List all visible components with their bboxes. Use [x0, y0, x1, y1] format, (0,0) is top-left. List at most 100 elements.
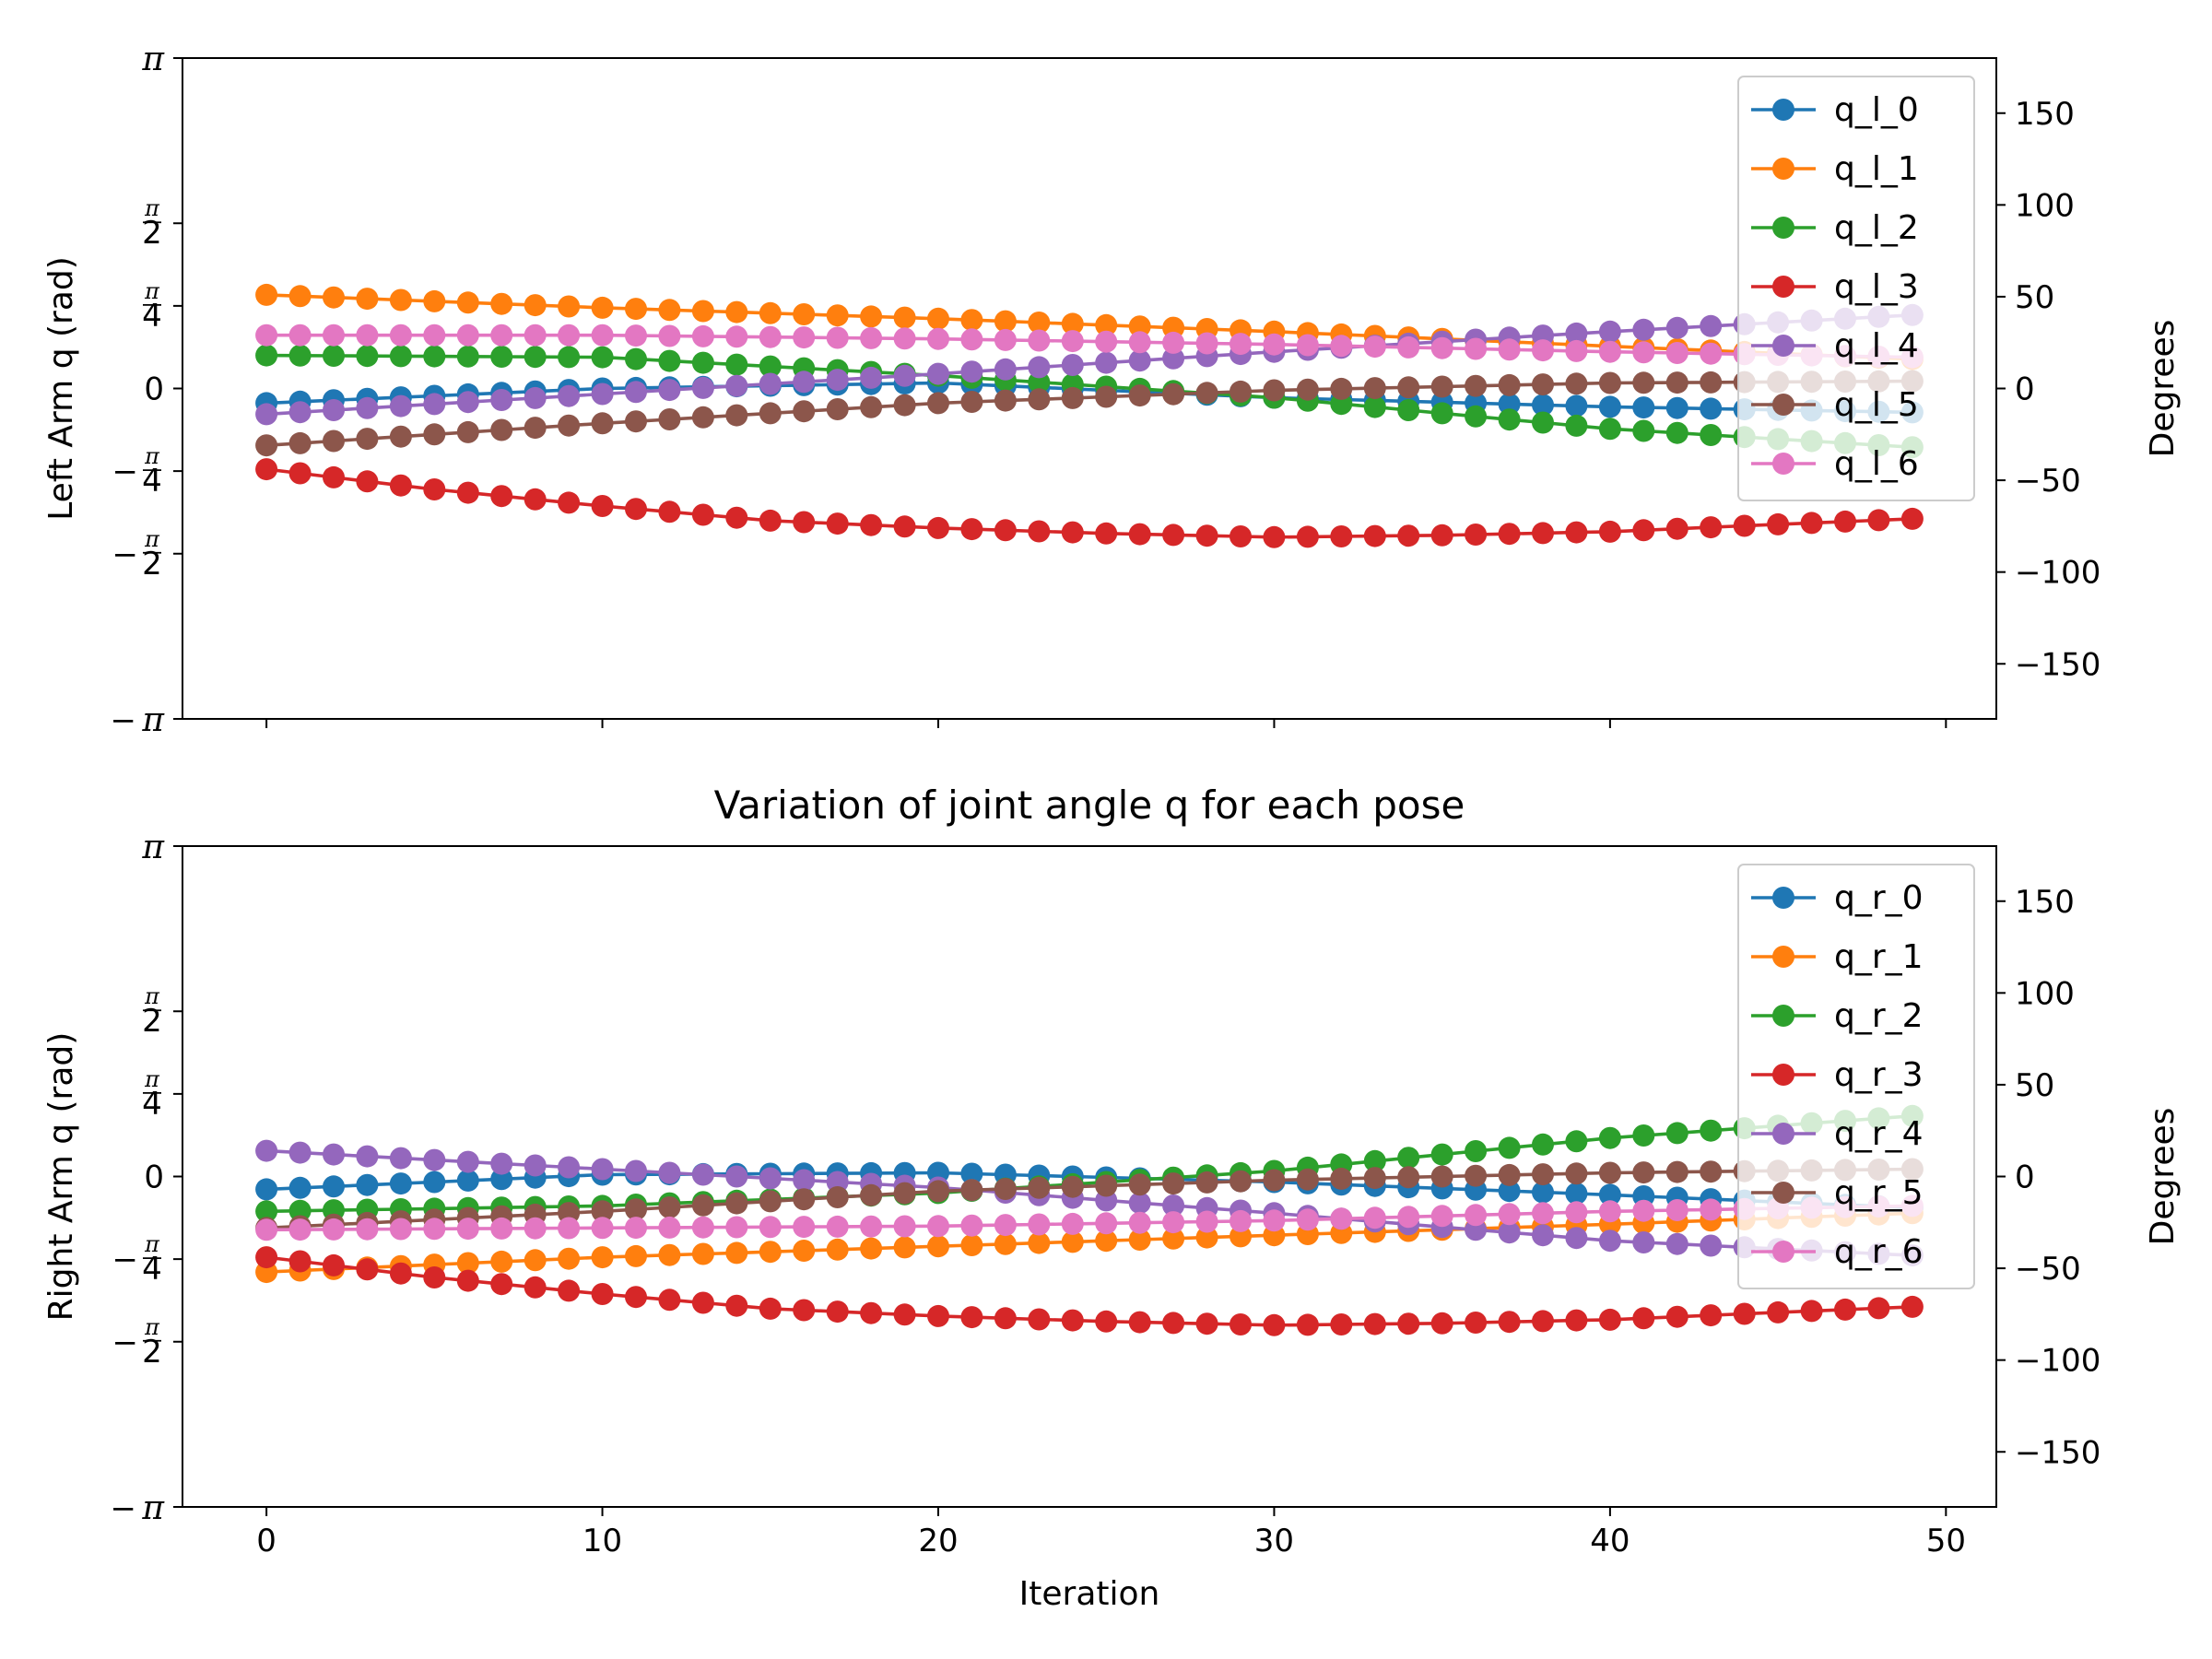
y-tick-label: 0: [144, 371, 164, 408]
data-point-q_r_5-32: [1330, 1167, 1353, 1190]
data-point-q_l_5-37: [1498, 373, 1521, 396]
data-point-q_r_6-31: [1296, 1208, 1319, 1231]
data-point-q_l_6-14: [725, 325, 748, 348]
data-point-q_l_2-15: [759, 355, 782, 378]
data-point-q_r_4-17: [826, 1171, 849, 1194]
y-right-tick-label: 100: [2015, 187, 2075, 224]
data-point-q_l_5-12: [658, 408, 681, 430]
data-point-q_r_6-25: [1095, 1212, 1118, 1235]
data-point-q_r_4-15: [759, 1167, 782, 1190]
data-point-q_l_2-13: [691, 351, 714, 374]
data-point-q_r_3-17: [826, 1300, 849, 1324]
y-right-tick-label: 50: [2015, 279, 2054, 316]
y-tick-numerator: π: [144, 1314, 160, 1340]
data-point-q_l_4-8: [524, 386, 547, 409]
data-point-q_r_3-26: [1128, 1311, 1151, 1334]
y-right-tick-label: 150: [2015, 884, 2075, 921]
data-point-q_l_5-42: [1665, 371, 1688, 394]
data-point-q_r_1-18: [860, 1237, 883, 1260]
data-point-q_l_2-8: [524, 346, 547, 369]
data-point-q_l_3-44: [1733, 514, 1756, 537]
data-point-q_r_3-25: [1095, 1310, 1118, 1333]
data-point-q_l_4-13: [691, 376, 714, 399]
legend-item-q_r_2: q_r_2: [1751, 997, 1924, 1035]
data-point-q_l_1-4: [389, 288, 412, 312]
data-point-q_r_5-15: [759, 1190, 782, 1213]
data-point-q_l_0-37: [1498, 393, 1521, 416]
data-point-q_l_4-12: [658, 379, 681, 402]
data-point-q_r_6-42: [1665, 1199, 1688, 1221]
data-point-q_l_3-26: [1128, 523, 1151, 546]
data-point-q_l_3-27: [1162, 524, 1185, 547]
data-point-q_l_4-1: [288, 401, 312, 424]
data-point-q_l_5-28: [1195, 382, 1218, 405]
legend-label: q_l_3: [1834, 268, 1919, 306]
legend-label: q_l_0: [1834, 91, 1919, 129]
data-point-q_l_1-19: [893, 306, 916, 329]
data-point-q_l_1-17: [826, 304, 849, 327]
data-point-q_r_5-31: [1296, 1168, 1319, 1191]
data-point-q_r_3-47: [1834, 1298, 1856, 1321]
y-tick-numerator: π: [144, 1231, 160, 1257]
data-point-q_r_5-29: [1230, 1170, 1252, 1193]
data-point-q_l_5-24: [1061, 386, 1084, 409]
data-point-q_r_3-44: [1733, 1302, 1756, 1325]
data-point-q_r_6-36: [1465, 1204, 1488, 1227]
legend-label: q_r_5: [1834, 1174, 1924, 1212]
data-point-q_l_5-13: [691, 406, 714, 429]
data-point-q_l_4-23: [1028, 356, 1051, 379]
data-point-q_l_5-25: [1095, 385, 1118, 408]
data-point-q_l_5-27: [1162, 382, 1185, 406]
data-point-q_r_0-0: [255, 1178, 278, 1201]
data-point-q_r_5-40: [1598, 1161, 1621, 1184]
data-point-q_l_3-14: [725, 506, 748, 529]
data-point-q_l_3-11: [625, 498, 647, 521]
data-point-q_r_3-42: [1665, 1305, 1688, 1328]
data-point-q_l_1-26: [1128, 315, 1151, 338]
data-point-q_r_6-23: [1028, 1213, 1051, 1236]
data-point-q_l_4-3: [356, 396, 379, 419]
data-point-q_l_1-20: [927, 307, 949, 330]
data-point-q_l_3-46: [1800, 512, 1823, 535]
legend-label: q_r_0: [1834, 879, 1924, 917]
data-point-q_l_1-13: [691, 300, 714, 323]
x-tick-label: 10: [582, 1523, 622, 1559]
data-point-q_l_3-2: [323, 465, 345, 488]
data-point-q_r_3-45: [1767, 1300, 1790, 1324]
data-point-q_l_1-2: [323, 286, 345, 309]
legend-box: [1737, 864, 1975, 1289]
y-right-tick-label: 0: [2015, 371, 2035, 408]
data-point-q_r_5-9: [558, 1202, 581, 1225]
data-point-q_l_6-11: [625, 324, 647, 347]
data-point-q_r_5-24: [1061, 1175, 1084, 1198]
legend-marker: [1772, 1241, 1794, 1263]
data-point-q_l_6-15: [759, 325, 782, 348]
y-tick-label: π2−: [112, 526, 162, 582]
legend-item-q_l_2: q_l_2: [1751, 209, 1919, 247]
legend-label: q_l_5: [1834, 386, 1919, 424]
data-point-q_r_4-37: [1498, 1221, 1521, 1244]
data-point-q_r_1-29: [1230, 1225, 1252, 1248]
data-point-q_l_6-34: [1397, 335, 1420, 359]
data-point-q_r_1-14: [725, 1241, 748, 1265]
y-tick-label: 0: [144, 1159, 164, 1196]
data-point-q_l_5-18: [860, 395, 883, 418]
data-point-q_l_3-35: [1430, 524, 1453, 547]
data-point-q_l_6-4: [389, 324, 412, 347]
data-point-q_r_6-1: [288, 1218, 312, 1241]
y-tick-label: π2: [142, 195, 162, 252]
data-point-q_l_6-30: [1263, 333, 1286, 356]
x-tick-label: 30: [1254, 1523, 1294, 1559]
data-point-q_r_1-20: [927, 1235, 949, 1258]
y-tick-label: π4: [142, 1066, 162, 1123]
data-point-q_l_2-5: [423, 345, 446, 368]
data-point-q_l_4-24: [1061, 354, 1084, 376]
y-right-tick-label: −100: [2015, 555, 2100, 592]
data-point-q_l_3-8: [524, 488, 547, 511]
series-q_r_3: [255, 1246, 1924, 1336]
y-right-tick-label: −50: [2015, 463, 2081, 500]
data-point-q_l_2-43: [1700, 424, 1723, 446]
data-point-q_r_4-10: [591, 1158, 614, 1181]
data-point-q_r_3-38: [1532, 1310, 1554, 1333]
y-right-tick-label: 150: [2015, 96, 2075, 133]
